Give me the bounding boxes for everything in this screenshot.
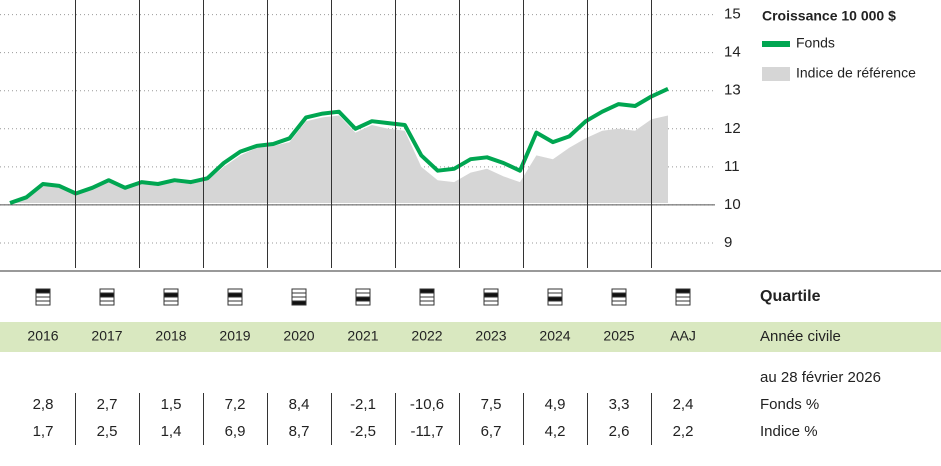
- cell-value: 2,6: [609, 423, 630, 440]
- column-label: 2025: [603, 328, 634, 344]
- cell-value: 2,5: [97, 423, 118, 440]
- legend-label: Fonds: [796, 35, 835, 51]
- y-tick-label: 9: [724, 234, 732, 251]
- quartile-label: Quartile: [760, 288, 821, 305]
- cell-value: 7,5: [481, 396, 502, 413]
- cell-value: 8,4: [289, 396, 310, 413]
- quartile-fill: [548, 297, 562, 301]
- quartile-fill: [420, 289, 434, 293]
- cell-value: 4,2: [545, 423, 566, 440]
- quartile-fill: [228, 293, 242, 297]
- y-tick-label: 10: [724, 196, 741, 213]
- date-label: au 28 février 2026: [760, 369, 881, 386]
- row-label: Fonds %: [760, 396, 819, 413]
- period-band: [0, 322, 941, 352]
- cell-value: 4,9: [545, 396, 566, 413]
- column-label: 2016: [27, 328, 58, 344]
- y-tick-label: 12: [724, 120, 741, 137]
- cell-value: 7,2: [225, 396, 246, 413]
- row-label: Indice %: [760, 423, 818, 440]
- y-tick-label: 15: [724, 6, 741, 23]
- cell-value: 2,2: [673, 423, 694, 440]
- column-label: 2023: [475, 328, 506, 344]
- cell-value: 3,3: [609, 396, 630, 413]
- cell-value: 2,4: [673, 396, 694, 413]
- column-label: 2018: [155, 328, 186, 344]
- quartile-fill: [484, 293, 498, 297]
- quartile-fill: [356, 297, 370, 301]
- period-label: Année civile: [760, 328, 841, 345]
- quartile-fill: [100, 293, 114, 297]
- cell-value: -10,6: [410, 396, 444, 413]
- fund-line: [9, 86, 669, 205]
- quartile-fill: [164, 293, 178, 297]
- column-label: AAJ: [670, 328, 696, 344]
- cell-value: 6,9: [225, 423, 246, 440]
- quartile-fill: [612, 293, 626, 297]
- chart-title: Croissance 10 000 $: [762, 8, 896, 24]
- y-tick-label: 11: [724, 158, 740, 175]
- column-label: 2022: [411, 328, 442, 344]
- legend-swatch: [762, 67, 790, 81]
- cell-value: -11,7: [410, 423, 443, 440]
- index-area: [10, 115, 668, 204]
- legend-swatch: [762, 41, 790, 47]
- y-tick-label: 13: [724, 82, 741, 99]
- y-tick-label: 14: [724, 44, 741, 61]
- column-label: 2019: [219, 328, 250, 344]
- quartile-fill: [36, 289, 50, 293]
- cell-value: 1,4: [161, 423, 182, 440]
- column-label: 2021: [347, 328, 378, 344]
- column-label: 2024: [539, 328, 570, 344]
- cell-value: -2,5: [350, 423, 376, 440]
- legend-label: Indice de référence: [796, 65, 916, 81]
- cell-value: 2,7: [97, 396, 118, 413]
- column-label: 2020: [283, 328, 314, 344]
- quartile-fill: [676, 289, 690, 293]
- cell-value: 8,7: [289, 423, 310, 440]
- cell-value: 1,5: [161, 396, 182, 413]
- cell-value: 1,7: [33, 423, 54, 440]
- cell-value: 2,8: [33, 396, 54, 413]
- cell-value: -2,1: [350, 396, 376, 413]
- cell-value: 6,7: [481, 423, 502, 440]
- quartile-fill: [292, 301, 306, 305]
- column-label: 2017: [91, 328, 122, 344]
